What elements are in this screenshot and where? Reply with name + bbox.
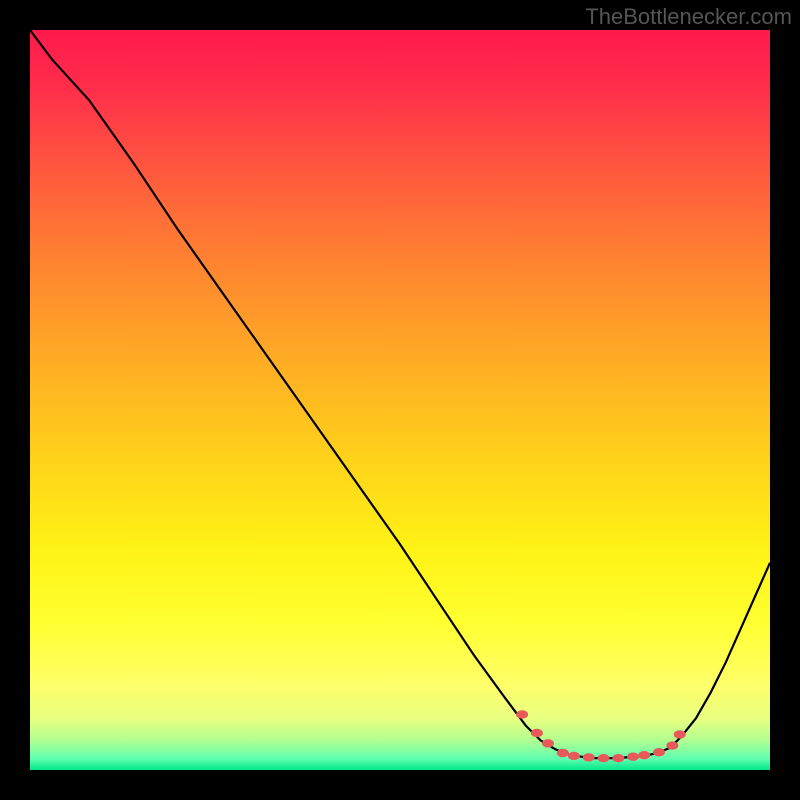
marker-point	[598, 754, 610, 762]
marker-point	[638, 751, 650, 759]
marker-point	[653, 748, 665, 756]
marker-point	[568, 752, 580, 760]
watermark-text: TheBottlenecker.com	[585, 4, 792, 30]
marker-point	[583, 753, 595, 761]
chart-svg	[30, 30, 770, 770]
marker-point	[531, 729, 543, 737]
marker-point	[542, 739, 554, 747]
gradient-background	[30, 30, 770, 770]
marker-point	[627, 752, 639, 760]
marker-point	[612, 754, 624, 762]
marker-point	[516, 710, 528, 718]
plot-area	[30, 30, 770, 770]
marker-point	[557, 749, 569, 757]
marker-point	[666, 741, 678, 749]
marker-point	[674, 730, 686, 738]
